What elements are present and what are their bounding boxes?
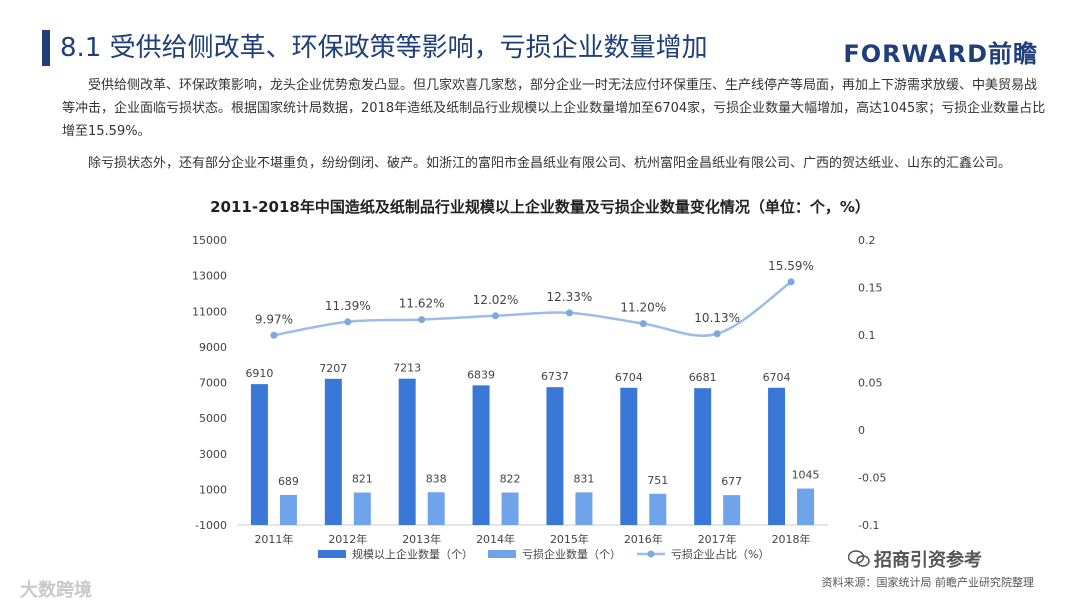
bar-enterprises [546,387,564,525]
y-left-tick-label: 11000 [192,305,227,318]
legend-label: 规模以上企业数量（个） [352,547,473,561]
bar-enterprises-label: 6910 [245,367,273,380]
loss-ratio-point [492,312,500,320]
watermark-bottom-right: 招商引资参考 [848,546,982,572]
combo-chart: -1000 1000 3000 5000 7000 9000 11000 13000 15000… [192,234,886,561]
y-right-tick-label: 0.05 [858,377,883,390]
y-right-tick-label: 0.15 [858,282,883,295]
loss-ratio-label: 12.02% [473,293,519,307]
bar-enterprises [620,387,638,525]
loss-ratio-point [565,309,573,317]
brand-logo: FORWARD前瞻 [843,40,1038,68]
source-note: 资料来源：国家统计局 前瞻产业研究院整理 [821,576,1035,589]
legend-swatch [488,550,516,558]
y-left-tick-label: 13000 [192,270,227,283]
loss-ratio-label: 11.62% [399,297,445,311]
bar-loss-enterprises [649,493,667,525]
x-tick-label: 2011年 [254,532,293,546]
loss-ratio-point [418,316,426,324]
watermark-bottom-left: 大数跨境 [20,580,92,601]
loss-ratio-point [787,278,795,286]
bar-enterprises [768,387,786,525]
legend-label: 亏损企业占比（%） [671,547,769,561]
bar-loss-enterprises [575,492,593,525]
loss-ratio-label: 11.39% [325,299,371,313]
x-tick-label: 2012年 [328,532,367,546]
loss-ratio-label: 10.13% [694,311,740,325]
y-right-tick-label: -0.05 [858,472,886,485]
bar-loss-enterprises [501,492,519,525]
paragraph-1: 受供给侧改革、环保政策影响，龙头企业优势愈发凸显。但几家欢喜几家愁，部分企业一时… [62,78,1046,139]
bar-loss-enterprises [723,495,741,525]
bar-enterprises-label: 7213 [393,362,421,375]
loss-ratio-point [713,330,721,338]
wechat-icon [848,550,870,567]
x-tick-label: 2017年 [698,532,737,546]
bar-loss-enterprises-label: 822 [500,473,521,486]
y-left-tick-label: 1000 [199,483,227,496]
y-right-tick-label: 0 [858,424,865,437]
bar-enterprises-label: 6737 [541,370,569,383]
bar-loss-enterprises [353,492,371,525]
watermark-right-text: 招商引资参考 [874,550,982,571]
chart-title: 2011-2018年中国造纸及纸制品行业规模以上企业数量及亏损企业数量变化情况（… [210,198,870,216]
legend-label: 亏损企业数量（个） [522,547,621,561]
x-tick-label: 2014年 [476,532,515,546]
legend-swatch-point [647,550,655,558]
y-left-tick-label: 3000 [199,448,227,461]
bar-enterprises-label: 6681 [689,371,717,384]
bar-enterprises [694,388,712,525]
loss-ratio-label: 11.20% [620,301,666,315]
bar-enterprises [324,378,342,525]
y-left-tick-label: 15000 [192,234,227,247]
title-accent-bar [42,30,50,66]
x-tick-label: 2013年 [402,532,441,546]
bar-loss-enterprises-label: 689 [278,475,299,488]
loss-ratio-label: 12.33% [547,290,593,304]
y-right-tick-label: 0.1 [858,329,876,342]
bar-loss-enterprises-label: 751 [647,474,668,487]
bar-loss-enterprises-label: 831 [573,472,594,485]
loss-ratio-label: 9.97% [255,312,293,326]
y-left-tick-label: 5000 [199,412,227,425]
bar-loss-enterprises [427,492,445,525]
y-left-tick-label: 7000 [199,377,227,390]
loss-ratio-label: 15.59% [768,259,814,273]
loss-ratio-point [270,331,278,339]
y-right-tick-label: 0.2 [858,234,876,247]
bar-enterprises-label: 7207 [319,362,347,375]
bar-loss-enterprises [279,494,297,525]
bar-enterprises-label: 6704 [763,371,791,384]
bar-enterprises [250,384,268,525]
x-tick-label: 2018年 [772,532,811,546]
bar-enterprises [398,378,416,525]
loss-ratio-point [639,320,647,328]
bar-loss-enterprises [797,488,815,525]
legend-swatch [318,550,346,558]
bar-enterprises [472,385,490,525]
bar-loss-enterprises-label: 838 [426,472,447,485]
bar-enterprises-label: 6704 [615,371,643,384]
x-tick-label: 2015年 [550,532,589,546]
bar-loss-enterprises-label: 1045 [792,469,820,482]
bar-loss-enterprises-label: 677 [721,475,742,488]
loss-ratio-point [344,318,352,326]
bar-enterprises-label: 6839 [467,368,495,381]
y-left-tick-label: -1000 [195,519,227,532]
x-tick-label: 2016年 [624,532,663,546]
page-title: 8.1 受供给侧改革、环保政策等影响，亏损企业数量增加 [60,33,708,63]
y-right-tick-label: -0.1 [858,519,879,532]
bar-loss-enterprises-label: 821 [352,473,373,486]
y-left-tick-label: 9000 [199,341,227,354]
paragraph-2: 除亏损状态外，还有部分企业不堪重负，纷纷倒闭、破产。如浙江的富阳市金昌纸业有限公… [88,156,1012,171]
